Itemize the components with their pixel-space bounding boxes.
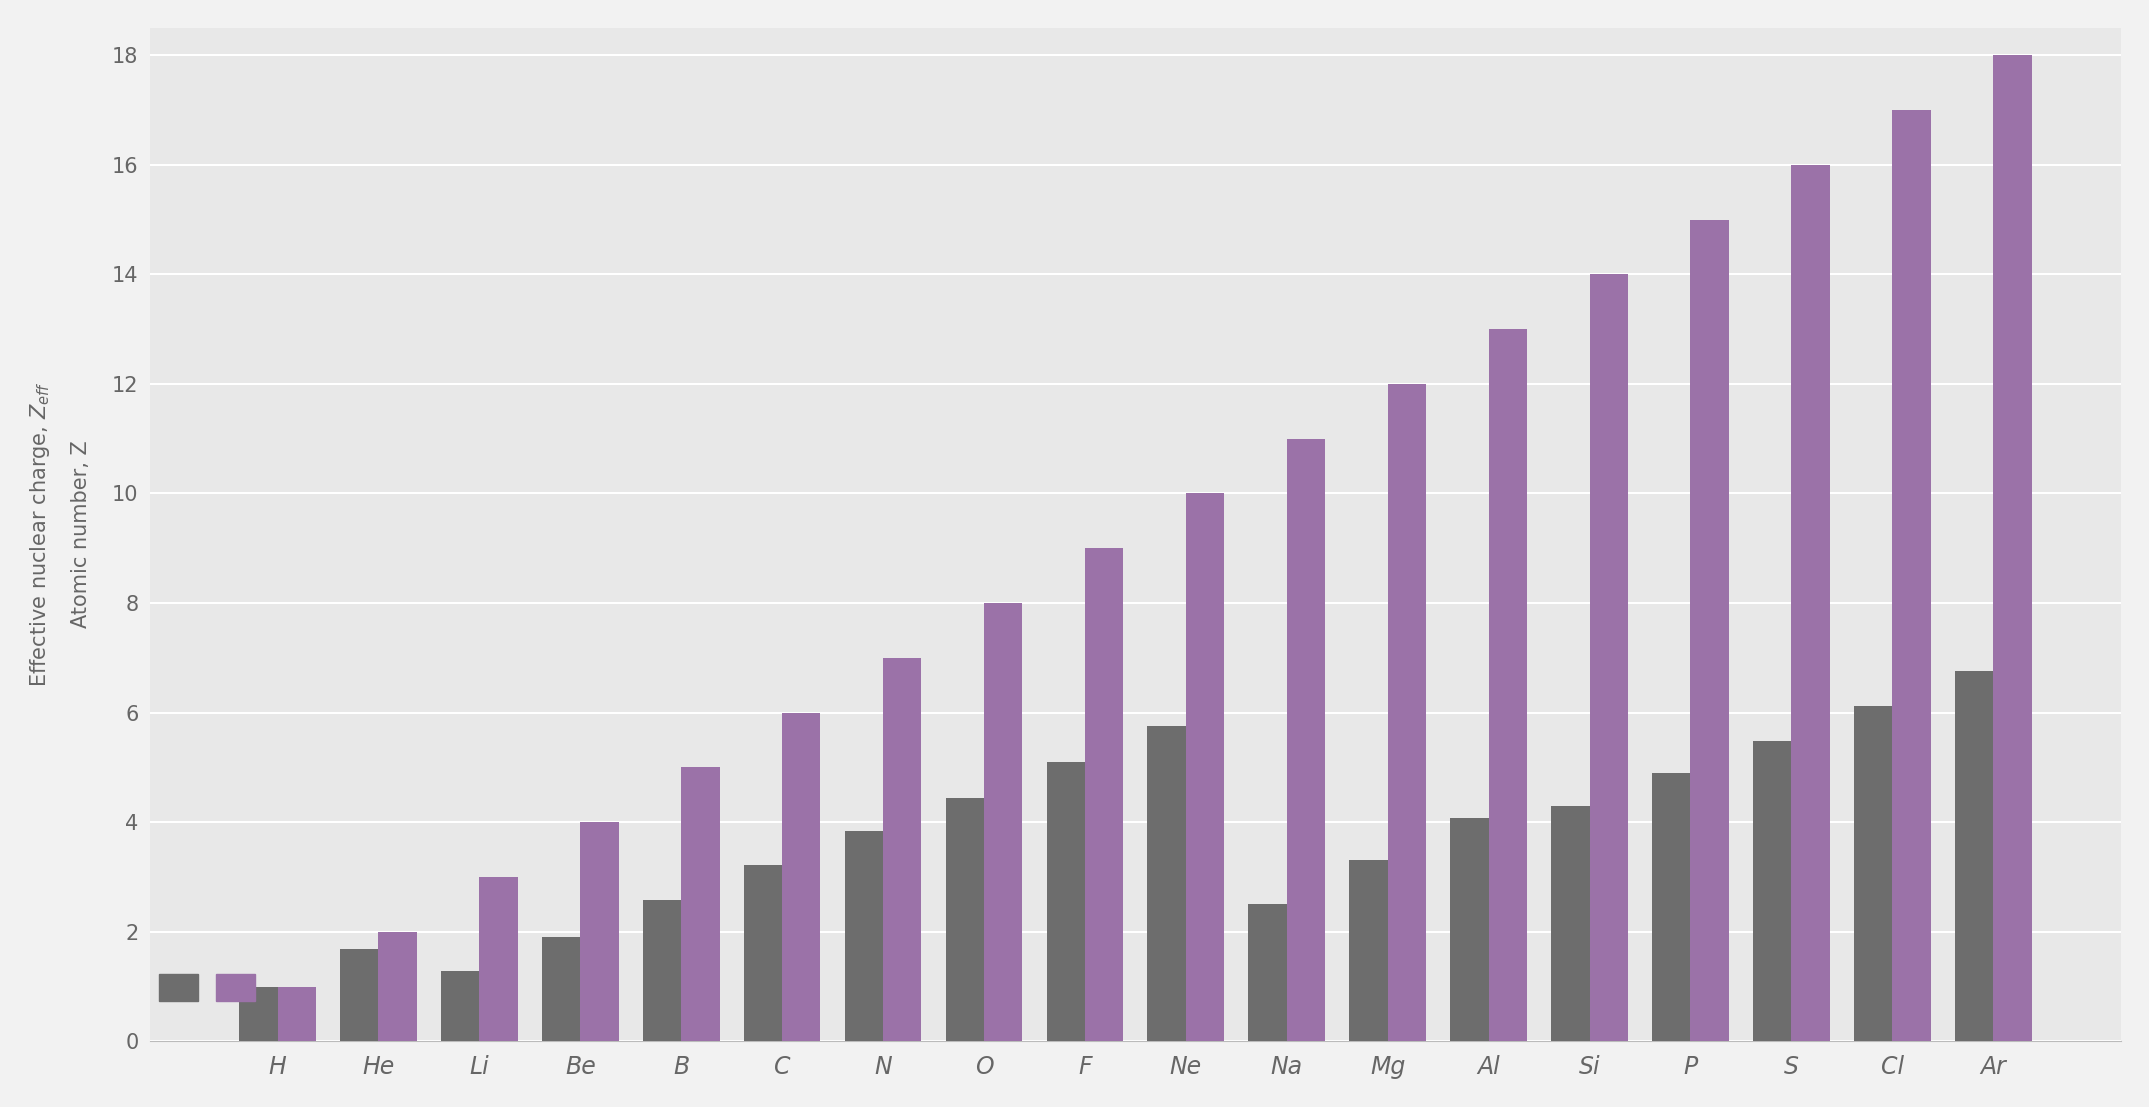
Bar: [378, 932, 417, 1042]
Bar: [1186, 494, 1225, 1042]
Bar: [1994, 55, 2031, 1042]
Bar: [1047, 762, 1085, 1042]
Bar: [744, 865, 782, 1042]
Bar: [1388, 384, 1427, 1042]
Bar: [1893, 110, 1930, 1042]
Bar: [1552, 806, 1590, 1042]
Bar: [946, 797, 984, 1042]
Bar: [542, 937, 580, 1042]
Bar: [340, 949, 378, 1042]
Legend: , : ,: [159, 974, 262, 1001]
Bar: [782, 713, 821, 1042]
Bar: [1489, 329, 1528, 1042]
Bar: [1451, 818, 1489, 1042]
Bar: [1590, 275, 1629, 1042]
Bar: [479, 877, 518, 1042]
Bar: [1653, 774, 1691, 1042]
Bar: [1691, 219, 1728, 1042]
Bar: [441, 971, 479, 1042]
Bar: [1792, 165, 1829, 1042]
Bar: [984, 603, 1023, 1042]
Bar: [1754, 741, 1792, 1042]
Bar: [1855, 706, 1893, 1042]
Bar: [1956, 671, 1994, 1042]
Bar: [277, 986, 316, 1042]
Y-axis label: Effective nuclear charge, $Z_{eff}$
Atomic number, Z: Effective nuclear charge, $Z_{eff}$ Atom…: [28, 382, 90, 687]
Bar: [1249, 903, 1287, 1042]
Bar: [1148, 726, 1186, 1042]
Bar: [1350, 860, 1388, 1042]
Bar: [239, 986, 277, 1042]
Bar: [845, 831, 883, 1042]
Bar: [580, 823, 619, 1042]
Bar: [1085, 548, 1124, 1042]
Bar: [643, 900, 681, 1042]
Bar: [883, 658, 922, 1042]
Bar: [681, 767, 720, 1042]
Bar: [1287, 438, 1326, 1042]
